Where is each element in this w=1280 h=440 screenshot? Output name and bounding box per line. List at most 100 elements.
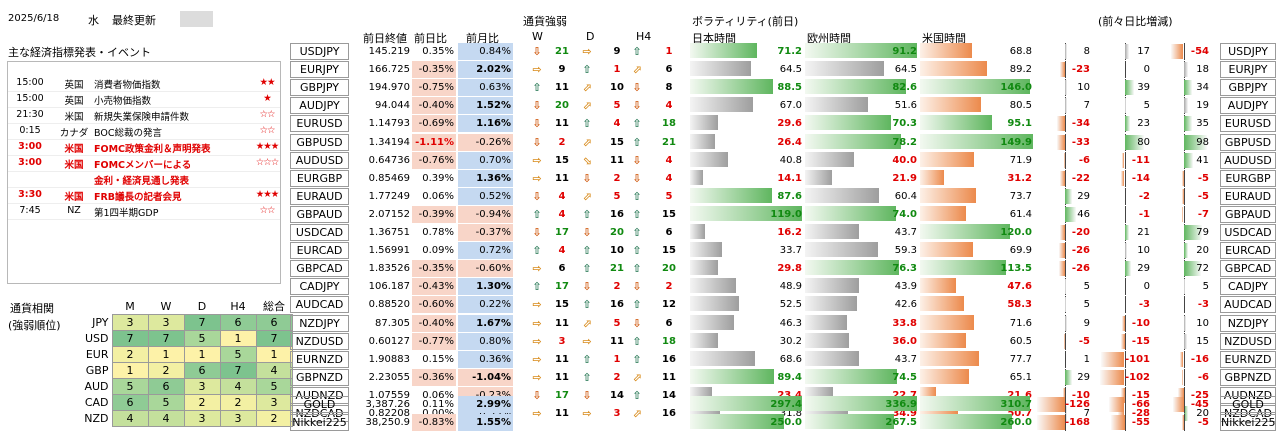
month-change: 2.02%: [458, 61, 513, 79]
diff-axis: [1065, 169, 1066, 187]
event-row: 3:30 米国 FRB議長の記者会見 ★★★: [8, 188, 280, 204]
arrow-right-icon: ⇨: [532, 63, 542, 77]
volatility-us: 65.1: [1009, 371, 1032, 383]
header-us-time: 米国時間: [922, 32, 966, 45]
correlation-currency: CAD: [80, 394, 112, 411]
prev-close: 1.14793: [368, 118, 410, 130]
volatility-us: 149.9: [1000, 136, 1032, 148]
volatility-jp: 31.8: [779, 408, 802, 419]
correlation-cell: 7: [255, 330, 293, 347]
day-change: -0.40%: [412, 97, 456, 115]
diff-us: 19: [1196, 100, 1209, 112]
pair-label-right: Nikkei225: [1220, 413, 1276, 431]
volatility-bar-us: [920, 133, 1033, 149]
volatility-bar-jp: [690, 205, 803, 221]
day-change: -0.35%: [412, 61, 456, 79]
pair-label: NZDUSD: [290, 332, 349, 350]
diff-bar-positive: [1183, 406, 1189, 421]
diff-axis: [1124, 368, 1126, 386]
month-change: 1.55%: [458, 413, 513, 431]
diff-jp: -26: [1071, 245, 1090, 257]
event-row: 7:45 NZ 第1四半期GDP ☆☆: [8, 204, 280, 220]
diff-jp: -10: [1071, 389, 1090, 401]
volatility-bar-eu: [805, 79, 907, 95]
event-importance-stars: ☆☆: [259, 109, 275, 120]
arrow-down-icon: ⇩: [582, 388, 592, 402]
volatility-bar-jp: [690, 187, 773, 203]
volatility-bar-jp: [690, 242, 722, 258]
diff-bar-positive: [1065, 188, 1072, 204]
diff-eu: 10: [1137, 245, 1150, 257]
diff-us: -5: [1197, 190, 1209, 202]
diff-bar-positive: [1065, 206, 1076, 222]
diff-jp: 7: [1083, 100, 1090, 112]
quote-row: EURCAD 1.56991 0.09% 0.72% ⇧ 4 ⇧ 10 ⇧ 15 33.7 59.3 6…: [0, 242, 1280, 260]
volatility-eu: 82.6: [892, 82, 917, 94]
diff-bar-positive: [1065, 80, 1068, 96]
correlation-col-header: M: [125, 299, 135, 313]
event-name: 第1四半期GDP: [94, 208, 159, 219]
diff-jp: 9: [1083, 317, 1090, 329]
strength-score-h4: 4: [665, 100, 673, 112]
arrow-right-icon: ⇨: [532, 262, 542, 276]
diff-axis: [1183, 169, 1185, 187]
month-change: -0.60%: [458, 260, 513, 278]
pair-label-right: USDJPY: [1220, 43, 1276, 60]
quote-row: GBPNZD 2.23055 -0.36% -1.04% ⇨ 11 ⇧ 2 ⬀ 11 89.4 74.…: [0, 368, 1280, 387]
volatility-bar-jp: [690, 133, 715, 149]
diff-bar-negative: [1059, 62, 1065, 78]
volatility-us: 47.6: [1007, 281, 1032, 293]
header-currency-strength: 通貨強弱: [523, 15, 567, 28]
correlation-cell: 5: [219, 346, 257, 363]
diff-axis: [1183, 296, 1185, 314]
month-change: 0.36%: [458, 350, 513, 368]
diff-axis: [1183, 368, 1185, 386]
arrow-up-icon: ⇧: [632, 388, 642, 402]
volatility-jp: 88.5: [777, 82, 802, 94]
event-row: 21:30 米国 新規失業保険申請件数 ☆☆: [8, 108, 280, 124]
pair-label-right: GBPAUD: [1220, 205, 1276, 223]
correlation-row: USD 7 7 5 1 7: [80, 330, 293, 347]
volatility-us: 146.0: [1000, 82, 1032, 94]
volatility-eu: 74.0: [892, 208, 917, 220]
diff-us: -5: [1197, 172, 1209, 184]
arrow-up-right-icon: ⬀: [582, 316, 592, 330]
arrow-right-icon: ⇨: [582, 407, 592, 420]
day-change: 0.39%: [422, 172, 454, 184]
diff-us: 98: [1196, 136, 1209, 148]
diff-bar-negative: [1172, 397, 1184, 412]
diff-eu: -14: [1131, 172, 1150, 184]
diff-bar-negative: [1060, 225, 1065, 240]
diff-bar-negative: [1182, 170, 1184, 186]
diff-eu: -3: [1138, 299, 1150, 311]
diff-bar-negative: [1100, 351, 1125, 367]
strength-score-d: 5: [613, 100, 621, 112]
volatility-bar-eu: [805, 115, 892, 131]
quote-row: EURJPY 166.725 -0.35% 2.02% ⇨ 9 ⇧ 1 ⬀ 6 64.5 64.5 89…: [0, 61, 1280, 79]
strength-score-w: 4: [558, 208, 566, 220]
volatility-eu: 42.6: [894, 299, 917, 311]
volatility-jp: 30.2: [779, 335, 802, 347]
correlation-currency: NZD: [80, 410, 112, 427]
strength-score-h4: 1: [665, 46, 673, 57]
pair-label: EURGBP: [290, 169, 349, 187]
diff-jp: 29: [1077, 190, 1090, 202]
diff-bar-positive: [1124, 243, 1127, 259]
event-country: NZ: [67, 205, 81, 216]
strength-score-d: 3: [613, 408, 621, 419]
event-importance-stars: ★★★: [255, 189, 280, 200]
pair-label-right: NZDJPY: [1220, 314, 1276, 332]
diff-us: -3: [1197, 299, 1209, 311]
arrow-right-icon: ⇨: [532, 334, 542, 348]
strength-score-d: 11: [610, 154, 624, 166]
quote-row: NZDUSD 0.60127 -0.77% 0.80% ⇨ 3 ⇨ 11 ⇧ 18 30.2 36.0…: [0, 332, 1280, 351]
prev-close: 3,387.26: [365, 399, 410, 410]
volatility-jp: 89.4: [777, 371, 802, 383]
diff-axis: [1124, 396, 1126, 413]
diff-eu: -2: [1138, 190, 1150, 202]
pair-label: EURUSD: [290, 115, 349, 133]
arrow-down-icon: ⇩: [532, 45, 542, 58]
volatility-us: 31.2: [1007, 172, 1032, 184]
event-time: 15:00: [16, 77, 44, 88]
diff-us: 5: [1202, 281, 1209, 293]
